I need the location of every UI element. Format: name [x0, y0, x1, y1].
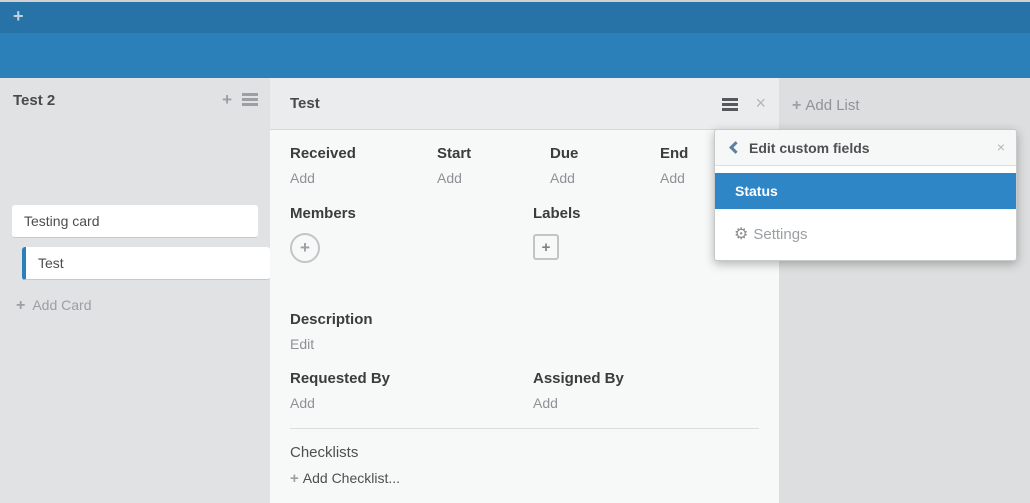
description-label: Description [290, 311, 373, 328]
labels-label: Labels [533, 205, 581, 222]
popup-spacer [715, 166, 1016, 173]
add-assigned-by-link[interactable]: Add [533, 395, 558, 411]
plus-icon: + [16, 297, 26, 314]
back-chevron-icon[interactable] [729, 141, 742, 154]
assigned-by-label: Assigned By [533, 370, 624, 387]
checklists-label: Checklists [290, 444, 359, 461]
field-end: End Add [660, 145, 765, 186]
add-member-button[interactable]: + [290, 233, 320, 263]
add-card-button[interactable]: + Add Card [16, 297, 92, 314]
list-title: Test 2 [13, 92, 56, 109]
card-detail-title: Test [290, 95, 320, 112]
card-title: Test [38, 255, 64, 271]
checklists-section: Checklists + Add Checklist... [290, 444, 400, 486]
add-label-button[interactable]: + [533, 234, 559, 260]
assigned-by-section: Assigned By Add [533, 370, 765, 411]
field-label: End [660, 145, 689, 162]
add-board-icon[interactable]: + [13, 6, 24, 26]
labels-section: Labels + [533, 205, 765, 263]
add-received-link[interactable]: Add [290, 170, 315, 186]
board-header-bar [0, 33, 1030, 78]
members-labels-row: Members + Labels + [290, 205, 765, 263]
field-start: Start Add [437, 145, 550, 186]
field-due: Due Add [550, 145, 660, 186]
settings-label: Settings [753, 226, 808, 243]
app-header-bar: + [0, 2, 1030, 33]
add-card-icon[interactable]: + [222, 90, 232, 109]
plus-icon: + [290, 470, 299, 487]
field-label: Due [550, 145, 579, 162]
list-column: Test 2 + Testing card Test + Add Card [0, 78, 270, 503]
add-list-button[interactable]: + Add List [792, 97, 860, 114]
field-label: Received [290, 145, 356, 162]
settings-button[interactable]: ⚙ Settings [715, 209, 1016, 260]
plus-icon: + [792, 97, 802, 114]
add-start-link[interactable]: Add [437, 170, 462, 186]
close-card-icon[interactable]: × [755, 93, 766, 113]
custom-field-status-item[interactable]: Status [715, 173, 1016, 209]
list-menu-icon[interactable] [242, 93, 258, 106]
window-top-edge [0, 0, 1030, 2]
requested-assigned-row: Requested By Add Assigned By Add [290, 370, 765, 411]
popup-title: Edit custom fields [749, 140, 870, 156]
gear-icon: ⚙ [734, 225, 749, 243]
edit-custom-fields-popup: Edit custom fields × Status ⚙ Settings [714, 129, 1017, 261]
plus-icon: + [541, 238, 551, 256]
card-test-selected[interactable]: Test [22, 247, 270, 280]
members-label: Members [290, 205, 356, 222]
requested-by-section: Requested By Add [290, 370, 533, 411]
card-detail-panel: Test × Received Add Start Add Due Add En… [270, 78, 779, 503]
close-popup-icon[interactable]: × [996, 139, 1005, 155]
add-end-link[interactable]: Add [660, 170, 685, 186]
card-menu-icon[interactable] [722, 98, 738, 111]
custom-field-label: Status [735, 183, 778, 199]
members-section: Members + [290, 205, 533, 263]
plus-icon: + [300, 238, 310, 257]
field-received: Received Add [290, 145, 437, 186]
list-header: Test 2 + [0, 78, 270, 127]
description-section: Description Edit [290, 311, 373, 352]
date-fields-row: Received Add Start Add Due Add End Add [290, 145, 765, 186]
card-testing-card[interactable]: Testing card [12, 205, 258, 238]
popup-header: Edit custom fields × [715, 130, 1016, 166]
card-title: Testing card [24, 213, 100, 229]
add-requested-by-link[interactable]: Add [290, 395, 315, 411]
add-checklist-button[interactable]: + Add Checklist... [290, 470, 401, 487]
field-label: Start [437, 145, 472, 162]
add-due-link[interactable]: Add [550, 170, 575, 186]
card-detail-header: Test × [270, 78, 779, 130]
section-divider [290, 428, 759, 429]
requested-by-label: Requested By [290, 370, 391, 387]
edit-description-link[interactable]: Edit [290, 336, 315, 352]
